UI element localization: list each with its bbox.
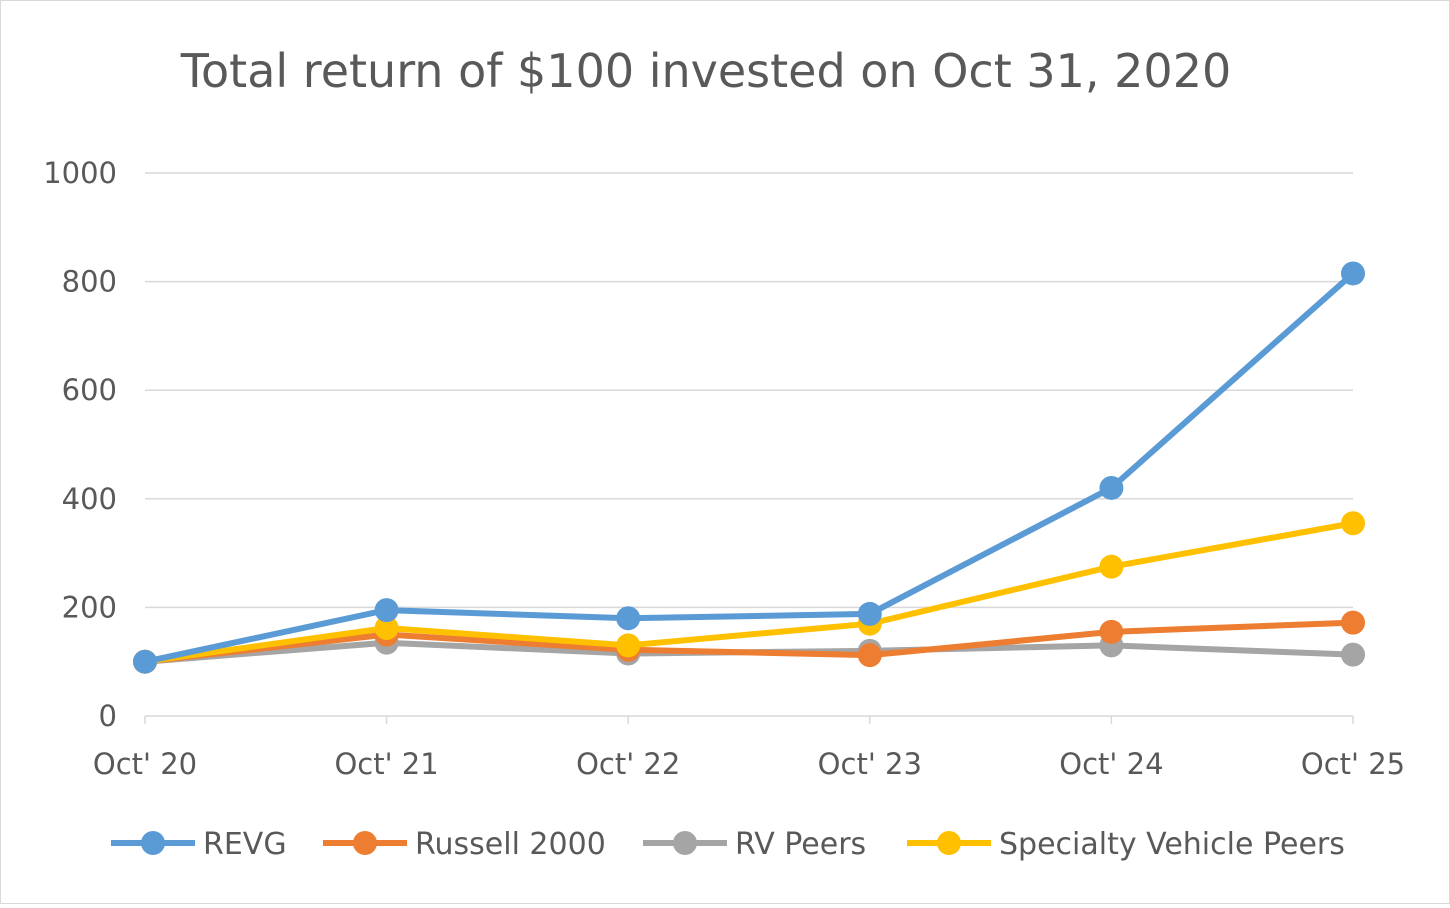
- series-line-russell-2000: [142, 619, 1356, 665]
- series-line-revg: [142, 270, 1356, 665]
- y-axis: 0 200 400 600 800 1000: [43, 156, 117, 733]
- data-point-revg: [1099, 475, 1124, 500]
- data-point-russell-2000: [1341, 610, 1365, 635]
- y-tick-label: 0: [99, 699, 117, 733]
- legend-entry-russell-2000: Russell 2000: [323, 827, 606, 862]
- data-point-rv-peers: [1341, 642, 1365, 667]
- gridlines: [145, 172, 1353, 609]
- legend-label: RV Peers: [735, 827, 866, 862]
- legend-label: Specialty Vehicle Peers: [999, 827, 1345, 862]
- legend-entry-revg: REVG: [111, 827, 287, 862]
- data-point-specialty-vehicle-peers: [1341, 511, 1365, 536]
- series-group: [133, 261, 1365, 674]
- data-point-revg: [1341, 261, 1365, 286]
- legend-entry-rv-peers: RV Peers: [643, 827, 866, 862]
- chart-title: Total return of $100 invested on Oct 31,…: [180, 44, 1231, 98]
- x-tick-label: Oct' 22: [576, 747, 680, 781]
- data-point-specialty-vehicle-peers: [616, 633, 641, 658]
- series-revg: [133, 261, 1365, 674]
- legend-marker-swatch: [141, 831, 165, 855]
- x-tick-label: Oct' 25: [1301, 747, 1405, 781]
- series-russell-2000: [133, 610, 1365, 674]
- legend-label: REVG: [203, 827, 287, 862]
- y-tick-label: 800: [62, 265, 117, 299]
- data-point-russell-2000: [857, 643, 882, 668]
- y-tick-label: 400: [62, 482, 117, 516]
- legend-marker-swatch: [937, 831, 961, 855]
- x-tick-label: Oct' 20: [93, 747, 197, 781]
- y-tick-label: 600: [62, 373, 117, 407]
- data-point-specialty-vehicle-peers: [1099, 554, 1124, 579]
- y-tick-label: 200: [62, 590, 117, 624]
- legend-marker-swatch: [353, 831, 377, 855]
- x-axis: Oct' 20 Oct' 21 Oct' 22 Oct' 23 Oct' 24 Oct' …: [93, 715, 1405, 781]
- data-point-specialty-vehicle-peers: [374, 616, 399, 641]
- x-tick-label: Oct' 23: [818, 747, 922, 781]
- series-line-specialty-vehicle-peers: [142, 520, 1356, 665]
- legend: REVG Russell 2000 RV Peers Specialty Vehicl…: [111, 827, 1345, 862]
- y-tick-label: 1000: [43, 156, 117, 190]
- legend-label: Russell 2000: [415, 827, 606, 862]
- legend-entry-specialty-vehicle-peers: Specialty Vehicle Peers: [907, 827, 1345, 862]
- data-point-russell-2000: [1099, 619, 1124, 644]
- data-point-revg: [616, 606, 641, 631]
- legend-marker-swatch: [673, 831, 697, 855]
- data-point-revg: [374, 598, 399, 623]
- x-tick-label: Oct' 21: [334, 747, 438, 781]
- data-point-revg: [857, 601, 882, 626]
- x-tick-label: Oct' 24: [1059, 747, 1163, 781]
- data-point-revg: [133, 649, 157, 674]
